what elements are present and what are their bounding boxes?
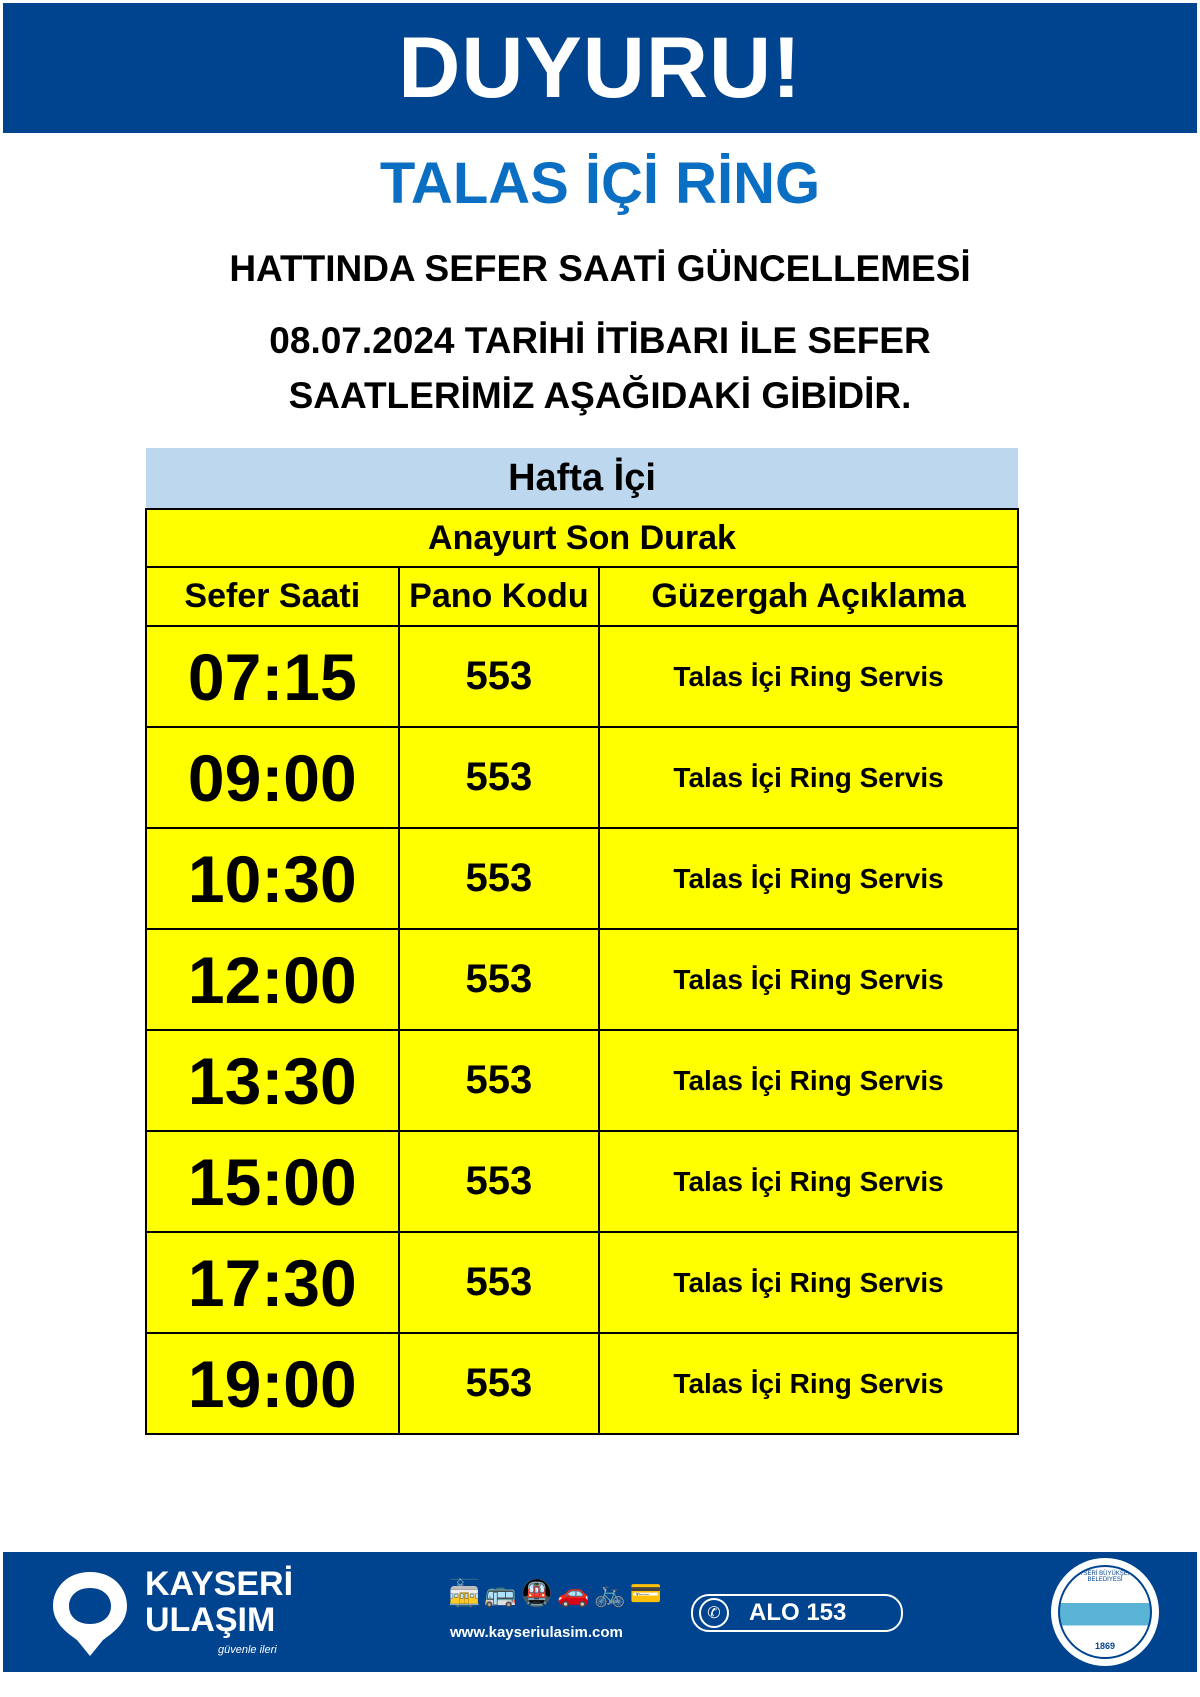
parking-car-icon: 🚗	[557, 1578, 594, 1608]
board-code: 553	[397, 1231, 601, 1334]
schedule-row: 09:00 553 Talas İçi Ring Servis	[145, 726, 1019, 829]
schedule-row: 10:30 553 Talas İçi Ring Servis	[145, 827, 1019, 930]
stop-header: Anayurt Son Durak	[145, 508, 1019, 568]
brand-name: KAYSERİ ULAŞIM	[145, 1566, 293, 1638]
departure-time: 12:00	[145, 928, 400, 1031]
departure-time: 19:00	[145, 1332, 400, 1435]
board-code: 553	[397, 928, 601, 1031]
schedule-table: Hafta İçi Anayurt Son Durak Sefer Saati …	[145, 448, 1019, 1435]
departure-time: 09:00	[145, 726, 400, 829]
brand-line-2: ULAŞIM	[145, 1601, 276, 1639]
column-header-code: Pano Kodu	[397, 566, 601, 627]
departure-time: 17:30	[145, 1231, 400, 1334]
board-code: 553	[397, 726, 601, 829]
column-header-description: Güzergah Açıklama	[598, 566, 1019, 627]
schedule-row: 17:30 553 Talas İçi Ring Servis	[145, 1231, 1019, 1334]
departure-time: 10:30	[145, 827, 400, 930]
municipality-seal: 1869 KAYSERİ BÜYÜKŞEHİR BELEDİYESİ	[1051, 1558, 1159, 1666]
departure-time: 15:00	[145, 1130, 400, 1233]
seal-year: 1869	[1094, 1641, 1116, 1651]
transport-icons: 🚋🚌🚇🚗🚲💳	[448, 1578, 666, 1609]
notice-line-2: SAATLERİMİZ AŞAĞIDAKİ GİBİDİR.	[288, 375, 912, 416]
kayseri-ulasim-logo-icon	[53, 1572, 127, 1656]
slogan: güvenle ileri	[218, 1644, 277, 1656]
departure-time: 13:30	[145, 1029, 400, 1132]
board-code: 553	[397, 827, 601, 930]
schedule-row: 13:30 553 Talas İçi Ring Servis	[145, 1029, 1019, 1132]
column-header-time: Sefer Saati	[145, 566, 400, 627]
route-description: Talas İçi Ring Servis	[598, 1130, 1019, 1233]
footer-bar: KAYSERİ ULAŞIM güvenle ileri 🚋🚌🚇🚗🚲💳 www.…	[3, 1552, 1197, 1672]
announcement-banner: DUYURU!	[3, 3, 1197, 133]
metro-icon: 🚇	[520, 1578, 558, 1608]
card-tap-icon: 💳	[629, 1578, 667, 1608]
tram-icon: 🚋	[448, 1578, 485, 1608]
board-code: 553	[397, 1029, 601, 1132]
schedule-row: 15:00 553 Talas İçi Ring Servis	[145, 1130, 1019, 1233]
bus-icon: 🚌	[484, 1578, 521, 1608]
website-link[interactable]: www.kayseriulasim.com	[450, 1624, 623, 1641]
schedule-row: 12:00 553 Talas İçi Ring Servis	[145, 928, 1019, 1031]
route-description: Talas İçi Ring Servis	[598, 827, 1019, 930]
subtitle: HATTINDA SEFER SAATİ GÜNCELLEMESİ	[229, 248, 971, 289]
banner-title: DUYURU!	[398, 19, 802, 116]
hotline-number: ALO 153	[749, 1599, 847, 1626]
board-code: 553	[397, 1130, 601, 1233]
route-description: Talas İçi Ring Servis	[598, 726, 1019, 829]
route-description: Talas İçi Ring Servis	[598, 928, 1019, 1031]
board-code: 553	[397, 625, 601, 728]
route-description: Talas İçi Ring Servis	[598, 1029, 1019, 1132]
board-code: 553	[397, 1332, 601, 1435]
day-type-header: Hafta İçi	[146, 448, 1018, 510]
brand-line-1: KAYSERİ	[145, 1565, 294, 1603]
departure-time: 07:15	[145, 625, 400, 728]
seal-text: KAYSERİ BÜYÜKŞEHİR BELEDİYESİ	[1071, 1571, 1139, 1583]
phone-icon: ✆	[699, 1598, 729, 1628]
schedule-row: 19:00 553 Talas İçi Ring Servis	[145, 1332, 1019, 1435]
route-title: TALAS İÇİ RİNG	[379, 151, 821, 216]
bicycle-icon: 🚲	[593, 1578, 630, 1608]
schedule-row: 07:15 553 Talas İçi Ring Servis	[145, 625, 1019, 728]
notice-line-1: 08.07.2024 TARİHİ İTİBARI İLE SEFER	[269, 320, 931, 361]
route-description: Talas İçi Ring Servis	[598, 1231, 1019, 1334]
route-description: Talas İçi Ring Servis	[598, 625, 1019, 728]
hotline-badge[interactable]: ✆ ALO 153	[691, 1594, 903, 1632]
route-description: Talas İçi Ring Servis	[598, 1332, 1019, 1435]
